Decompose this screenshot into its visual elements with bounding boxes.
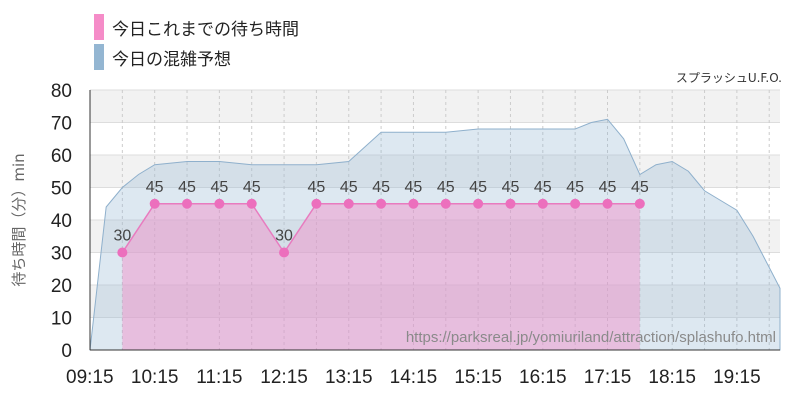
legend-item-actual[interactable]: 今日これまでの待ち時間 [94, 12, 299, 42]
x-tick-label: 15:15 [454, 367, 502, 388]
background-band [90, 90, 780, 123]
data-point [246, 198, 257, 209]
x-tick-label: 14:15 [390, 367, 438, 388]
legend-item-forecast[interactable]: 今日の混雑予想 [94, 42, 299, 72]
data-label: 45 [210, 179, 228, 196]
x-tick-label: 09:15 [66, 367, 114, 388]
data-label: 45 [178, 179, 196, 196]
data-points-layer: 30 45 45 45 45 30 45 45 45 45 45 45 45 45 45 45 45 [113, 179, 649, 258]
legend-swatch-actual [94, 14, 104, 40]
legend-swatch-forecast [94, 44, 104, 70]
forecast-area-layer [89, 118, 781, 351]
actual-area [122, 203, 640, 350]
data-point [473, 198, 484, 209]
data-label: 45 [405, 179, 423, 196]
background-band [90, 285, 780, 318]
data-point [570, 198, 581, 209]
legend-label-actual: 今日これまでの待ち時間 [112, 19, 299, 40]
y-tick-label: 60 [51, 146, 72, 167]
data-point [214, 198, 225, 209]
data-label: 45 [146, 179, 164, 196]
x-tick-label: 10:15 [131, 367, 179, 388]
data-point [311, 198, 322, 209]
x-tick-label: 18:15 [648, 367, 696, 388]
x-tick-label: 17:15 [584, 367, 632, 388]
background-bands [90, 90, 780, 318]
data-label: 45 [437, 179, 455, 196]
data-point [149, 198, 160, 209]
data-point [634, 198, 645, 209]
data-label: 45 [308, 179, 326, 196]
y-tick-label: 70 [51, 114, 72, 135]
data-label: 45 [534, 179, 552, 196]
data-label: 45 [372, 179, 390, 196]
background-band [90, 220, 780, 253]
data-label: 30 [275, 228, 293, 245]
data-point [440, 198, 451, 209]
x-tick-label: 16:15 [519, 367, 567, 388]
y-axis-label: 待ち時間（分）min [10, 153, 28, 286]
axes: 0 10 20 30 40 50 60 70 80 09:15 10:15 11:15 12:15 13:… [51, 81, 780, 388]
x-tick-label: 19:15 [713, 367, 761, 388]
data-label: 45 [340, 179, 358, 196]
x-tick-label: 12:15 [260, 367, 308, 388]
forecast-area [89, 118, 781, 351]
data-label: 45 [243, 179, 261, 196]
y-tick-label: 10 [51, 309, 72, 330]
background-band [90, 155, 780, 188]
data-label: 45 [469, 179, 487, 196]
y-tick-label: 80 [51, 81, 72, 102]
data-point [117, 247, 128, 258]
y-tick-label: 50 [51, 179, 72, 200]
y-tick-label: 20 [51, 276, 72, 297]
source-watermark: https://parksreal.jp/yomiuriland/attract… [406, 329, 776, 346]
data-point [408, 198, 419, 209]
data-point [279, 247, 290, 258]
data-label: 45 [502, 179, 520, 196]
chart-subtitle: スプラッシュU.F.O. [676, 71, 782, 85]
data-label: 45 [631, 179, 649, 196]
legend: 今日これまでの待ち時間 今日の混雑予想 [94, 12, 299, 72]
y-tick-label: 40 [51, 211, 72, 232]
data-label: 45 [599, 179, 617, 196]
x-tick-label: 13:15 [325, 367, 373, 388]
data-point [182, 198, 193, 209]
y-tick-label: 0 [61, 341, 72, 362]
data-point [343, 198, 354, 209]
x-tick-label: 11:15 [196, 367, 242, 388]
data-point [505, 198, 516, 209]
y-tick-label: 30 [51, 244, 72, 265]
data-label: 45 [566, 179, 584, 196]
data-point [376, 198, 387, 209]
data-point [602, 198, 613, 209]
data-label: 30 [113, 228, 131, 245]
legend-label-forecast: 今日の混雑予想 [112, 49, 231, 70]
data-point [537, 198, 548, 209]
